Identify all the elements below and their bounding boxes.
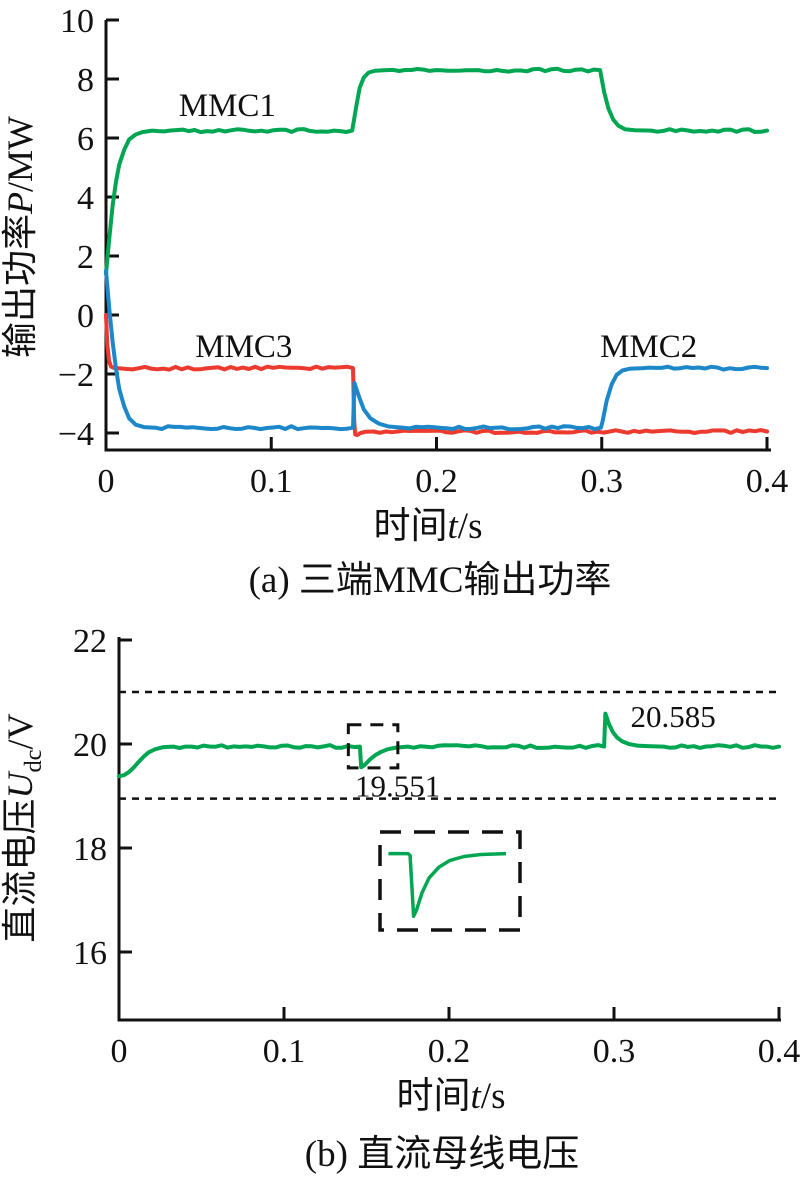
y-tick-label: −2 [58,357,94,394]
label-part: 时间 [374,506,448,547]
label-part: 输出功率 [0,214,40,358]
axes [117,637,781,1022]
label-part: /s [458,506,483,547]
y-tick-label: 4 [77,180,94,217]
x-tick-label: 0.2 [415,463,458,500]
label-part: /s [481,1076,506,1117]
y-tick-label: 16 [73,935,107,972]
y-tick-label: 10 [60,3,94,40]
series-label-mmc2: MMC2 [600,329,697,365]
y-tick-label: 6 [77,121,94,158]
series-mmc1-line [104,66,769,276]
label-part: t [448,506,460,547]
y-tick-label: 18 [73,831,107,868]
y-tick-label: 22 [73,623,107,660]
label-part: t [471,1076,483,1117]
y-tick-label: −4 [58,416,94,453]
callout-box [346,723,400,770]
y-tick-label: 20 [73,727,107,764]
annotation-value: 19.551 [355,769,440,804]
x-axis-label: 时间t/s [397,1076,506,1117]
caption-b: (b) 直流母线电压 [305,1133,579,1175]
series-mmc3-line [104,313,769,438]
x-tick-label: 0.1 [250,463,293,500]
series-label-mmc3: MMC3 [195,329,292,365]
caption-a: (a) 三端MMC输出功率 [249,559,612,601]
annotation-value: 20.585 [631,699,716,734]
y-axis-label: 直流电压Udc/V [0,713,47,942]
y-tick-label: 8 [77,62,94,99]
x-tick-label: 0 [111,1033,128,1070]
y-axis-label: 输出功率P/MW [0,116,40,358]
voltage-chart: 22 20 18 16 0 0.1 0.2 0.3 0.4 19.551 20.585 时间t/s 直流… [0,623,800,1117]
label-part: 直流电压 [0,799,40,943]
series-mmc2-line [104,268,769,432]
label-part: /V [0,713,40,749]
label-part: /MW [0,116,40,192]
label-part: P [0,192,40,215]
label-part: U [0,771,40,799]
x-tick-label: 0.3 [593,1033,636,1070]
x-tick-label: 0.4 [758,1033,800,1070]
series-udc-line [117,711,781,779]
series-label-mmc1: MMC1 [179,88,276,124]
x-tick-label: 0.1 [263,1033,306,1070]
inset-curve [388,851,507,919]
axes [104,20,771,452]
label-part: dc [20,749,47,772]
x-tick-label: 0.3 [581,463,624,500]
x-tick-label: 0.2 [428,1033,471,1070]
y-tick-label: 2 [77,239,94,276]
inset-box [378,830,522,932]
label-part: 时间 [397,1076,471,1117]
y-tick-label: 0 [77,298,94,335]
x-tick-label: 0.4 [746,463,789,500]
x-tick-label: 0 [98,463,115,500]
x-axis-label: 时间t/s [374,506,483,547]
